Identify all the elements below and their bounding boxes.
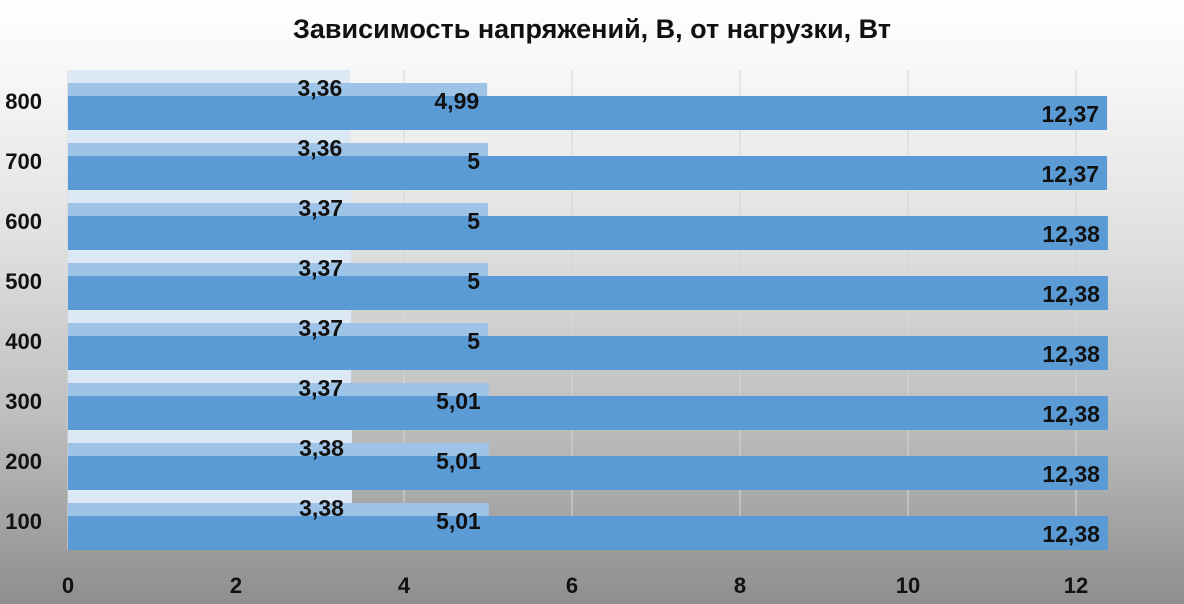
data-label: 12,37 (1042, 101, 1100, 127)
x-tick-label: 4 (398, 573, 411, 598)
y-tick-label: 700 (5, 149, 42, 174)
x-tick-label: 6 (566, 573, 578, 598)
y-tick-label: 200 (5, 449, 42, 474)
data-label: 5,01 (436, 388, 481, 414)
y-tick-label: 500 (5, 269, 42, 294)
data-label: 3,37 (298, 375, 343, 401)
data-label: 5 (467, 268, 480, 294)
data-label: 12,38 (1042, 341, 1100, 367)
data-label: 5 (467, 208, 480, 234)
bar-marks (68, 70, 1108, 550)
data-label: 3,37 (298, 315, 343, 341)
bar (68, 276, 1108, 310)
x-tick-label: 8 (734, 573, 746, 598)
data-label: 3,36 (297, 75, 342, 101)
data-label: 5 (467, 328, 480, 354)
data-label: 5 (467, 148, 480, 174)
bar (68, 96, 1108, 130)
x-tick-label: 2 (230, 573, 242, 598)
bar (68, 456, 1108, 490)
data-label: 4,99 (434, 88, 479, 114)
bar (68, 336, 1108, 370)
chart-title: Зависимость напряжений, В, от нагрузки, … (293, 14, 891, 44)
x-tick-label: 12 (1064, 573, 1088, 598)
bar (68, 516, 1108, 550)
data-label: 12,37 (1042, 161, 1100, 187)
y-tick-label: 100 (5, 509, 42, 534)
data-label: 12,38 (1042, 221, 1100, 247)
data-labels: 3,38 5,01 12,38 3,38 5,01 12,38 3,37 5,01 12,38 3… (297, 75, 1100, 547)
bar (68, 216, 1108, 250)
data-label: 12,38 (1042, 521, 1100, 547)
bar (68, 156, 1108, 190)
x-tick-label: 10 (896, 573, 920, 598)
y-tick-label: 400 (5, 329, 42, 354)
data-label: 12,38 (1042, 461, 1100, 487)
x-axis-ticks: 0 2 4 6 8 10 12 (62, 573, 1088, 598)
data-label: 3,37 (298, 255, 343, 281)
y-tick-label: 600 (5, 209, 42, 234)
y-tick-label: 800 (5, 89, 42, 114)
x-tick-label: 0 (62, 573, 74, 598)
data-label: 5,01 (436, 508, 481, 534)
bar (68, 396, 1108, 430)
y-axis-ticks: 100 200 300 400 500 600 700 800 (5, 89, 42, 534)
data-label: 5,01 (436, 448, 481, 474)
data-label: 3,38 (299, 435, 344, 461)
data-label: 3,38 (299, 495, 344, 521)
data-label: 3,36 (297, 135, 342, 161)
data-label: 3,37 (298, 195, 343, 221)
data-label: 12,38 (1042, 281, 1100, 307)
y-tick-label: 300 (5, 389, 42, 414)
data-label: 12,38 (1042, 401, 1100, 427)
